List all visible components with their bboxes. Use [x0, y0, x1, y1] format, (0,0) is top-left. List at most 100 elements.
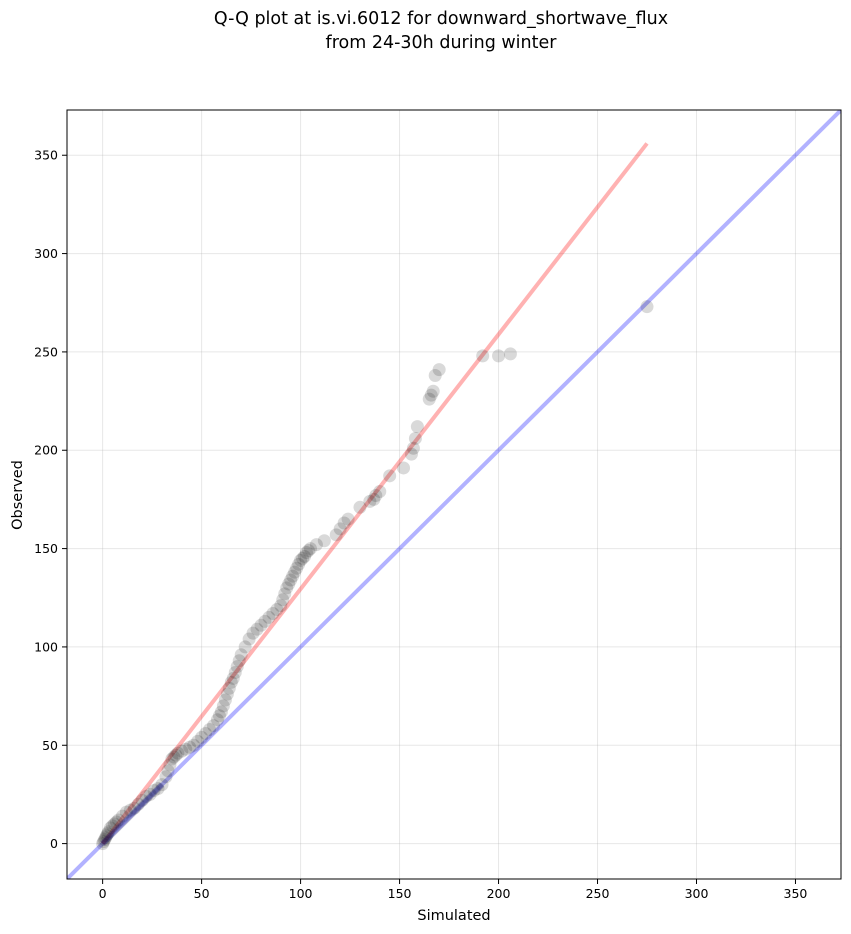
qq-point: [270, 603, 284, 617]
gridlines: [67, 110, 841, 879]
qq-point: [383, 469, 397, 483]
qq-point: [369, 488, 383, 502]
x-tick-label: 100: [289, 886, 313, 901]
y-axis-label: Observed: [10, 460, 26, 530]
qq-point: [292, 557, 306, 571]
qq-point: [159, 770, 173, 784]
qq-point: [171, 746, 185, 760]
qq-point: [329, 528, 343, 542]
qq-point: [333, 522, 347, 536]
qq-point: [238, 640, 252, 654]
qq-point: [218, 693, 232, 707]
qq-point: [143, 787, 157, 801]
qq-point: [102, 825, 116, 839]
qq-point: [226, 671, 240, 685]
fit-line: [101, 142, 649, 845]
title-line-1: Q-Q plot at is.vi.6012 for downward_shor…: [214, 9, 668, 29]
y-tick-label: 200: [34, 443, 58, 458]
qq-point: [406, 441, 420, 455]
qq-point: [290, 561, 304, 575]
qq-point: [258, 614, 272, 628]
qq-point: [101, 827, 115, 841]
qq-point: [232, 654, 246, 668]
plot-frame: [66, 109, 842, 880]
qq-point: [97, 835, 111, 849]
qq-point: [100, 829, 114, 843]
qq-point: [108, 817, 122, 831]
qq-point: [195, 730, 209, 744]
qq-point: [242, 632, 256, 646]
qq-point: [302, 544, 316, 558]
qq-point: [503, 347, 517, 361]
qq-point: [640, 300, 654, 314]
qq-point: [131, 797, 145, 811]
qq-point: [230, 660, 244, 674]
y-tick-label: 50: [42, 738, 58, 753]
qq-point: [212, 709, 226, 723]
y-tick-label: 250: [34, 344, 58, 359]
qq-point: [191, 734, 205, 748]
qq-point: [206, 719, 220, 733]
x-tick-label: 0: [99, 886, 107, 901]
x-tick-label: 250: [586, 886, 610, 901]
y-tick-label: 300: [34, 246, 58, 261]
qq-point: [135, 793, 149, 807]
qq-point: [104, 821, 118, 835]
qq-point: [298, 549, 312, 563]
qq-point: [278, 587, 292, 601]
qq-point: [317, 534, 331, 548]
qq-point: [274, 599, 288, 613]
qq-point: [262, 610, 276, 624]
qq-point: [367, 492, 381, 506]
x-tick-label: 50: [194, 886, 210, 901]
qq-point: [199, 726, 213, 740]
qq-point: [155, 778, 169, 792]
qq-point: [234, 648, 248, 662]
y-tick-label: 150: [34, 541, 58, 556]
qq-point: [250, 622, 264, 636]
y-tick-label: 100: [34, 639, 58, 654]
qq-point: [163, 758, 177, 772]
qq-point: [284, 573, 298, 587]
qq-point: [161, 764, 175, 778]
y-tick-label: 0: [50, 836, 58, 851]
qq-point: [282, 577, 296, 591]
x-tick-label: 200: [487, 886, 511, 901]
qq-point: [246, 626, 260, 640]
qq-point: [300, 546, 314, 560]
x-tick-label: 350: [784, 886, 808, 901]
x-axis-ticks: 0 50 100 150 200 250 300 350: [99, 879, 808, 901]
qq-point: [303, 542, 317, 556]
qq-point: [179, 742, 193, 756]
qq-point: [203, 723, 217, 737]
qq-point: [183, 740, 197, 754]
qq-point: [169, 748, 183, 762]
qq-point: [115, 809, 129, 823]
qq-point: [214, 705, 228, 719]
qq-point: [353, 500, 367, 514]
qq-point: [373, 485, 387, 499]
qq-point: [309, 538, 323, 552]
qq-point: [220, 687, 234, 701]
y-tick-label: 350: [34, 148, 58, 163]
title-line-2: from 24-30h during winter: [326, 33, 558, 53]
qq-point: [288, 565, 302, 579]
identity-line: [67, 110, 841, 879]
reference-lines: [67, 110, 841, 879]
qq-point: [422, 392, 436, 406]
qq-point: [397, 461, 411, 475]
qq-point: [224, 675, 238, 689]
qq-point: [210, 713, 224, 727]
qq-point: [151, 782, 165, 796]
qq-point: [426, 384, 440, 398]
qq-point: [222, 681, 236, 695]
qq-point: [106, 819, 120, 833]
quantile-points: [96, 300, 654, 851]
qq-point: [432, 363, 446, 377]
qq-point: [424, 388, 438, 402]
qq-point: [228, 665, 242, 679]
overlap-shade: [100, 782, 165, 846]
qq-point: [254, 618, 268, 632]
x-axis-label: Simulated: [417, 908, 490, 924]
